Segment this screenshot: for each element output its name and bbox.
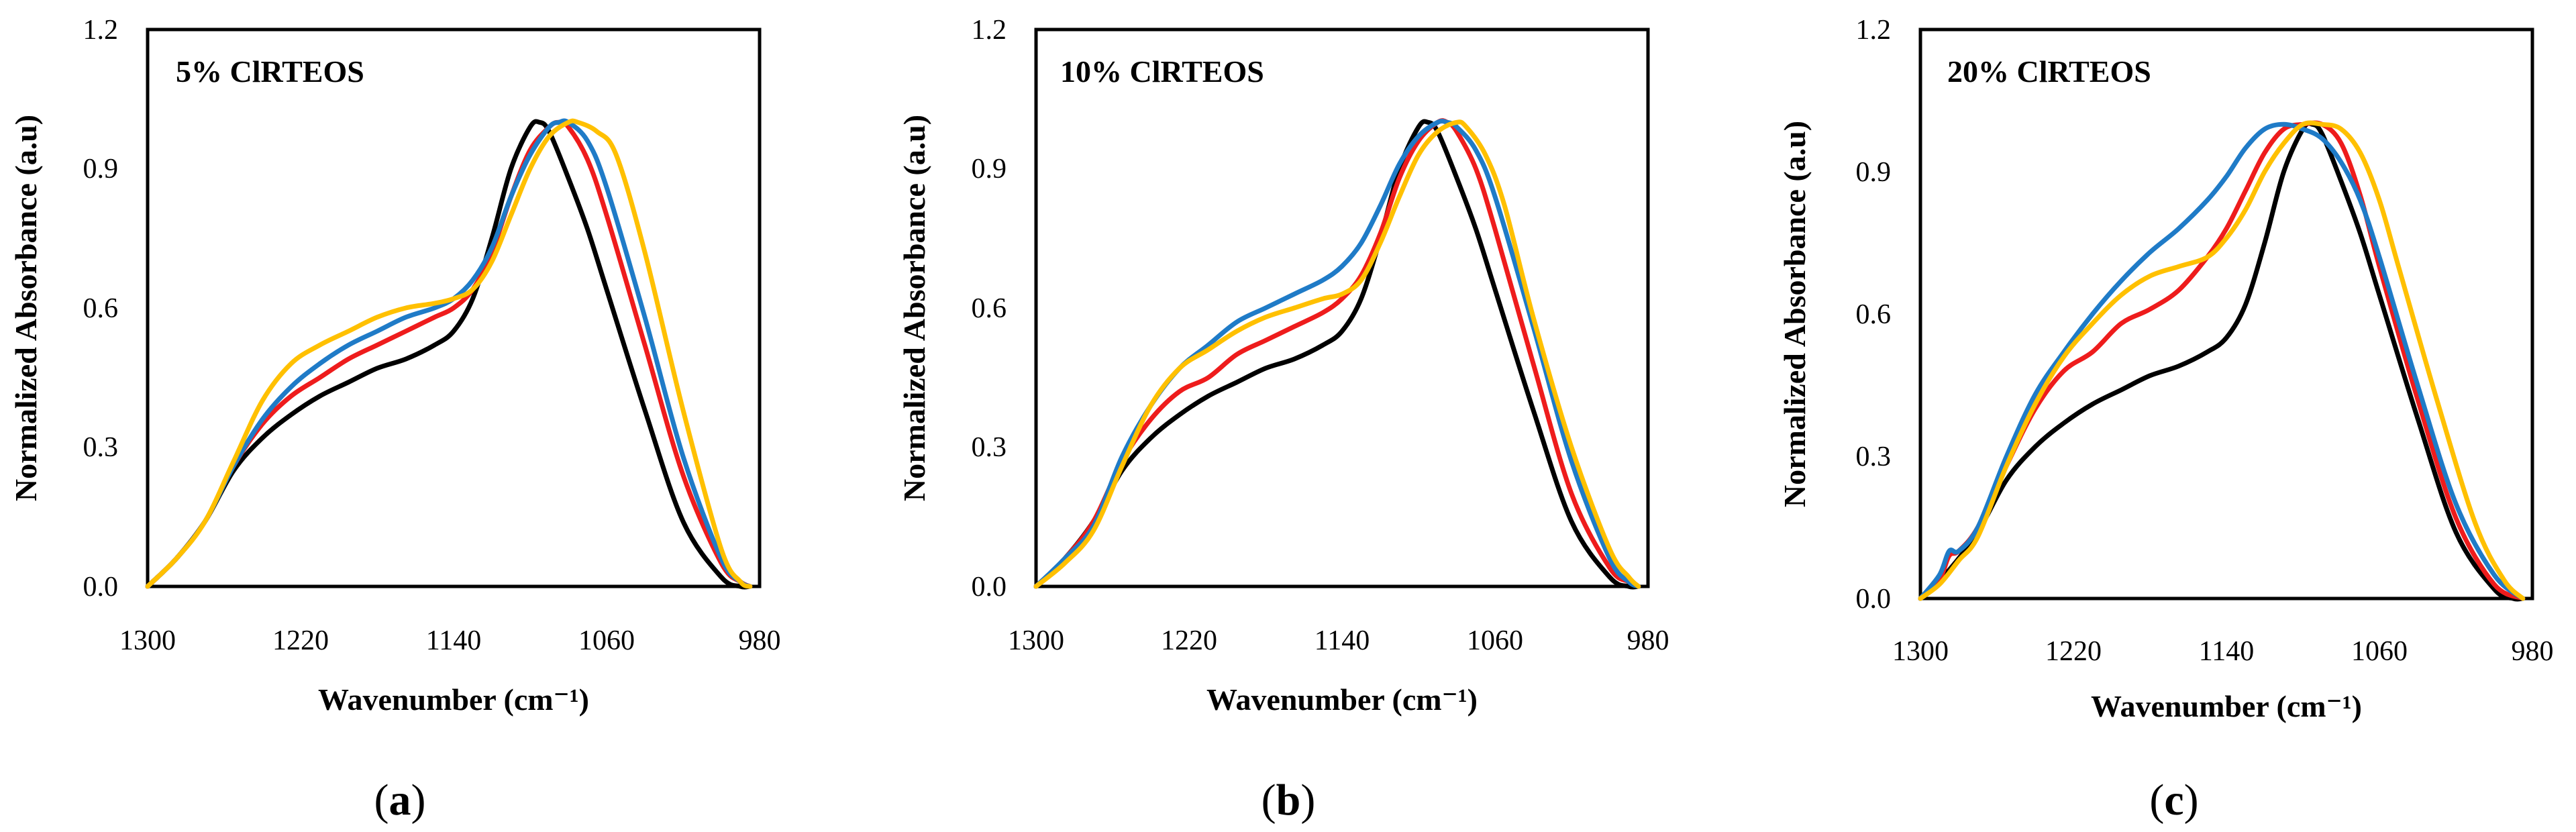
y-tick-label: 0.9	[972, 154, 1007, 185]
x-tick-label: 1060	[1467, 625, 1523, 656]
series-line-red	[1918, 120, 2526, 601]
y-tick-label: 0.9	[83, 154, 119, 185]
series-line-yellow	[1033, 119, 1641, 589]
x-tick-label: 980	[739, 625, 781, 656]
x-tick-label: 1220	[1161, 625, 1217, 656]
plot-area-frame	[1034, 28, 1650, 588]
x-tick-label: 1140	[1315, 625, 1370, 656]
series-line-black	[145, 119, 753, 590]
y-tick-label: 0.6	[1856, 299, 1892, 330]
x-tick-label: 1300	[1008, 625, 1064, 656]
series-line-black	[1918, 121, 2526, 602]
series-line-blue	[1918, 121, 2526, 601]
y-tick-label: 0.0	[83, 572, 119, 603]
series-line-red	[1033, 118, 1641, 589]
x-axis-title: Wavenumber (cm⁻¹)	[2091, 689, 2362, 723]
x-tick-label: 1060	[2351, 636, 2408, 667]
panel-title: 5% ClRTEOS	[176, 54, 364, 89]
x-tick-label: 1140	[426, 625, 481, 656]
panel-c: 20% ClRTEOS 0.0 0.3 0.6 0.9 1.2 1300 122…	[1778, 15, 2554, 825]
y-tick-label: 1.2	[972, 15, 1007, 46]
y-tick-label: 0.3	[972, 432, 1007, 463]
y-tick-label: 0.3	[83, 432, 119, 463]
y-axis-title: Normalized Absorbance (a.u)	[897, 115, 931, 501]
panel-title: 10% ClRTEOS	[1060, 54, 1264, 89]
series-group	[1033, 118, 1641, 590]
y-tick-label: 0.3	[1856, 441, 1892, 472]
y-tick-label: 1.2	[83, 15, 119, 46]
y-axis-title: Normalized Absorbance (a.u)	[9, 115, 43, 501]
panel-b: 10% ClRTEOS 0.0 0.3 0.6 0.9 1.2 1300 122…	[897, 15, 1669, 825]
x-tick-label: 980	[2512, 636, 2554, 667]
x-tick-label: 1220	[2045, 636, 2102, 667]
series-line-yellow	[145, 118, 753, 589]
x-tick-label: 1300	[1892, 636, 1949, 667]
plot-area-frame	[146, 28, 762, 588]
y-axis-title: Normalized Absorbance (a.u)	[1778, 121, 1812, 507]
y-tick-label: 0.9	[1856, 157, 1892, 188]
series-line-blue	[1033, 119, 1641, 589]
series-group	[145, 118, 753, 590]
x-tick-label: 1220	[272, 625, 329, 656]
series-line-blue	[145, 118, 753, 589]
plot-area-frame	[1918, 28, 2534, 601]
y-tick-label: 0.6	[972, 293, 1007, 324]
y-tick-label: 0.0	[1856, 584, 1892, 615]
panel-caption: (a)	[374, 776, 426, 825]
series-group	[1918, 120, 2526, 602]
y-tick-label: 1.2	[1856, 15, 1892, 46]
series-line-yellow	[1918, 120, 2526, 601]
y-tick-label: 0.0	[972, 572, 1007, 603]
panel-title: 20% ClRTEOS	[1947, 54, 2151, 89]
series-line-red	[145, 119, 753, 589]
panel-a: 5% ClRTEOS 0.0 0.3 0.6 0.9 1.2 1300 1220…	[9, 15, 781, 825]
x-tick-label: 1140	[2199, 636, 2254, 667]
panel-caption: (c)	[2149, 776, 2198, 825]
panel-caption: (b)	[1261, 776, 1316, 825]
series-line-black	[1033, 119, 1641, 590]
x-tick-label: 1060	[578, 625, 635, 656]
x-tick-label: 980	[1627, 625, 1669, 656]
y-tick-label: 0.6	[83, 293, 119, 324]
x-axis-title: Wavenumber (cm⁻¹)	[318, 682, 589, 717]
x-axis-title: Wavenumber (cm⁻¹)	[1206, 682, 1478, 717]
x-tick-label: 1300	[119, 625, 176, 656]
